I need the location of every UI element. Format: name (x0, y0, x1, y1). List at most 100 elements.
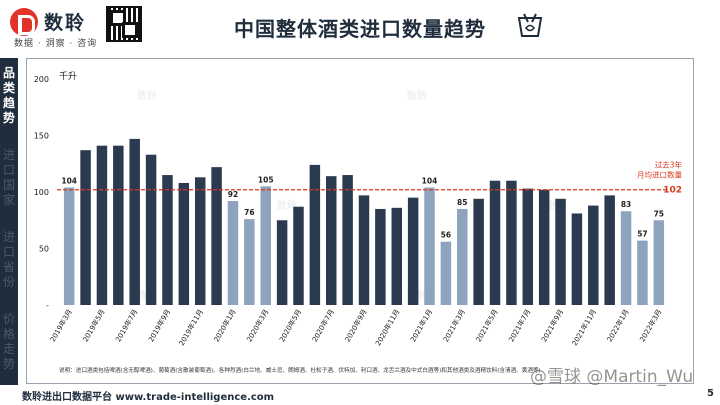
sidebar-item-import-province[interactable]: 进口省份 (0, 230, 18, 290)
brand-logo: 数聆 数据 · 洞察 · 咨询 (8, 6, 98, 49)
reference-line-value: 102 (663, 186, 682, 196)
bar (342, 175, 353, 305)
watermark-logo: 数聆 (137, 89, 157, 102)
sidebar-item-label: 进口国家 (2, 148, 15, 207)
footer-platform: 数聆进出口数据平台 www.trade-intelligence.com (22, 392, 275, 403)
bar (260, 186, 271, 305)
bar (211, 167, 222, 305)
sidebar-item-category-trend[interactable]: 品类趋势 (0, 66, 18, 126)
x-tick-label: 2019年11月 (177, 308, 205, 348)
bar (129, 138, 140, 305)
data-label: 92 (228, 190, 238, 199)
bar (96, 145, 108, 305)
bar (244, 219, 255, 305)
bar (276, 220, 288, 305)
data-label: 104 (61, 176, 77, 185)
x-tick-label: 2021年5月 (474, 308, 500, 344)
y-tick-label: 50 (39, 245, 49, 254)
bar (489, 180, 501, 305)
bar (80, 150, 91, 305)
x-tick-label: 2022年1月 (605, 308, 631, 344)
page-title: 中国整体酒类进口数量趋势 (234, 17, 486, 41)
bar (473, 198, 484, 305)
watermark-logo: 数聆 (277, 199, 297, 212)
wine-bucket-icon (517, 13, 543, 37)
footer: 数聆进出口数据平台 www.trade-intelligence.com 5 (0, 386, 720, 405)
data-label: 85 (457, 198, 467, 207)
x-tick-label: 2019年9月 (146, 308, 172, 344)
x-tick-label: 2021年1月 (408, 308, 434, 344)
data-labels: 104 92 76 105 104 56 85 83 57 75 (61, 175, 664, 239)
bar (293, 206, 304, 305)
reference-line-label: 过去3年 (655, 160, 683, 170)
bar (162, 175, 173, 305)
page-number: 5 (707, 388, 714, 399)
watermark-logo: 数聆 (407, 89, 427, 102)
bar (506, 180, 517, 305)
x-tick-label: 2020年9月 (343, 308, 369, 344)
bar (391, 207, 402, 305)
y-axis: - 50 100 150 200 (34, 75, 49, 310)
sidebar-item-label: 品类趋势 (2, 66, 15, 125)
data-label: 104 (422, 176, 438, 185)
bars (63, 138, 665, 305)
x-tick-label: 2019年3月 (48, 308, 74, 344)
brand-tagline: 数据 · 洞察 · 咨询 (14, 39, 98, 49)
sidebar-nav: 品类趋势 进口国家 进口省份 价格走势 (0, 58, 18, 385)
y-tick-label: 100 (34, 188, 49, 197)
y-axis-unit-label: 千升 (59, 71, 77, 82)
bar (227, 201, 239, 305)
header: 数聆 数据 · 洞察 · 咨询 中国整体酒类进口数量趋势 (0, 0, 720, 50)
data-label: 57 (637, 230, 647, 239)
bar (63, 187, 75, 305)
bar (440, 241, 452, 305)
y-tick-label: 200 (34, 75, 49, 84)
x-tick-label: 2020年3月 (245, 308, 271, 344)
bar (145, 154, 157, 305)
bar (178, 182, 190, 305)
bar (457, 208, 468, 305)
bar (375, 208, 386, 305)
bar (113, 145, 124, 305)
qr-code-icon (106, 6, 142, 42)
bar (309, 164, 321, 305)
reference-line-label: 月均进口数量 (637, 170, 682, 180)
bar (358, 195, 370, 305)
bar (522, 188, 534, 305)
x-tick-label: 2021年3月 (441, 308, 467, 344)
brand-name: 数聆 (44, 12, 87, 34)
bar (571, 213, 583, 305)
watermark-text: @雪球 @Martin_Wu (530, 367, 694, 387)
bar (588, 205, 599, 305)
x-tick-label: 2019年7月 (113, 308, 139, 344)
bar (653, 220, 665, 305)
chart-note: 说明：进口酒类包括啤酒(含无醇啤酒)、葡萄酒(含散装葡萄酒)、各种烈酒(白兰地、… (59, 366, 541, 374)
x-tick-label: 2019年5月 (81, 308, 107, 344)
bar (326, 176, 337, 305)
bar (637, 240, 648, 305)
y-tick-label: - (46, 301, 49, 310)
x-tick-label: 2020年1月 (212, 308, 238, 344)
sidebar-item-import-country[interactable]: 进口国家 (0, 148, 18, 208)
x-tick-label: 2021年7月 (507, 308, 533, 344)
y-tick-label: 150 (34, 132, 49, 141)
x-tick-label: 2022年3月 (638, 308, 664, 344)
x-tick-label: 2021年11月 (570, 308, 598, 348)
data-label: 105 (258, 175, 274, 184)
x-tick-label: 2020年5月 (277, 308, 303, 344)
bar (538, 189, 550, 305)
brand-mark-icon (10, 8, 38, 36)
data-label: 83 (621, 200, 631, 209)
x-axis: 2019年3月 2019年5月 2019年7月 2019年9月 2019年11月 2020… (48, 308, 664, 348)
bar (194, 177, 206, 305)
data-label: 76 (244, 208, 254, 217)
bar (407, 197, 419, 305)
x-tick-label: 2020年11月 (373, 308, 401, 348)
x-tick-label: 2021年9月 (539, 308, 565, 344)
sidebar-item-price-trend[interactable]: 价格走势 (0, 312, 18, 372)
x-tick-label: 2020年7月 (310, 308, 336, 344)
bar (604, 195, 615, 305)
